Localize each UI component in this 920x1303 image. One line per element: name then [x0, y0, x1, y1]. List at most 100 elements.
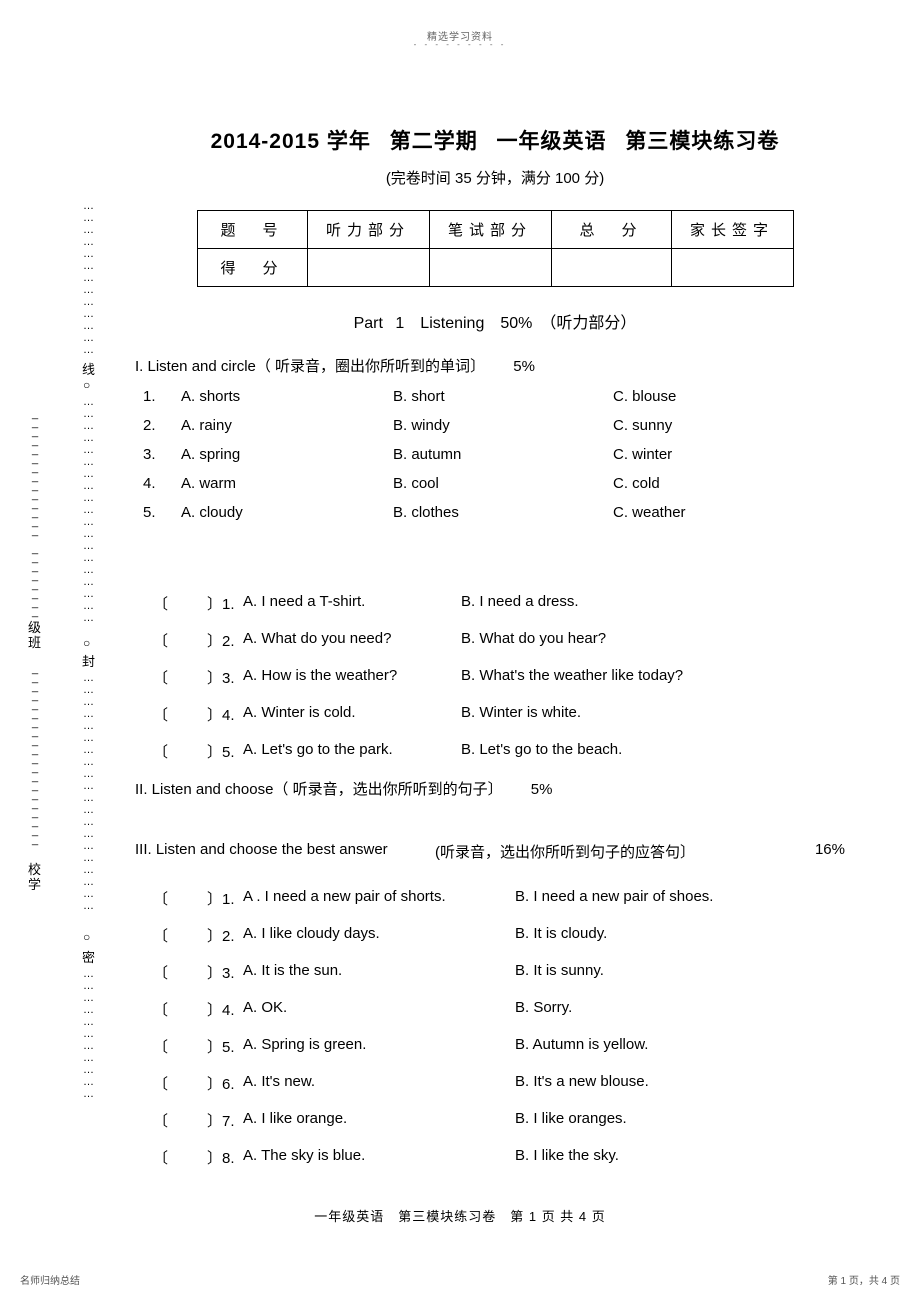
side-label-feng: 封 — [82, 654, 98, 669]
section1-heading-text: I. Listen and circle（ 听录音，圈出你所听到的单词〕 — [135, 358, 485, 375]
side-label-xian: 线 — [82, 362, 98, 377]
section1-heading-pct: 5% — [513, 358, 535, 375]
s2-a: A. I need a T-shirt. — [243, 593, 461, 614]
s2-num: 〕1. — [207, 593, 243, 614]
s2-row: 〔〕1.A. I need a T-shirt.B. I need a dres… — [135, 593, 855, 614]
title-seg3: 一年级英语 — [497, 130, 607, 153]
s1-b: B. windy — [393, 417, 613, 434]
bottom-left-text: 名师归纳总结 — [20, 1272, 80, 1287]
s1-a: A. spring — [181, 446, 393, 463]
page-footer: 一年级英语 第三模块练习卷 第 1 页 共 4 页 — [314, 1206, 606, 1225]
s1-num: 1. — [143, 388, 181, 405]
cell-r1c3: 笔试部分 — [429, 211, 551, 249]
s3-b: B. Sorry. — [515, 999, 855, 1020]
s3-b: B. I need a new pair of shoes. — [515, 888, 855, 909]
section2-heading-text: II. Listen and choose（ 听录音，选出你所听到的句子〕 — [135, 781, 503, 798]
s3-b: B. It's a new blouse. — [515, 1073, 855, 1094]
side-dots-col-3: …………………………………………………… — [83, 672, 93, 912]
cell-r2c5 — [671, 249, 793, 287]
bracket: 〔 — [153, 999, 207, 1020]
s3-row: 〔〕5.A. Spring is green.B. Autumn is yell… — [135, 1036, 855, 1057]
s3-b: B. It is cloudy. — [515, 925, 855, 946]
bracket: 〔 — [153, 1110, 207, 1131]
section1-heading: I. Listen and circle（ 听录音，圈出你所听到的单词〕 5% — [135, 355, 855, 376]
side-label-mi: 密 — [82, 950, 98, 965]
s1-c: C. winter — [613, 446, 753, 463]
s1-b: B. autumn — [393, 446, 613, 463]
s3-num: 〕8. — [207, 1147, 243, 1168]
bottom-right-text: 第 1 页，共 4 页 — [828, 1272, 900, 1287]
s2-a: A. Let's go to the park. — [243, 741, 461, 762]
s1-num: 3. — [143, 446, 181, 463]
s3-b: B. I like the sky. — [515, 1147, 855, 1168]
side-circle-3: ○ — [83, 930, 90, 944]
part1-header: Part 1 Listening 50% （听力部分） — [135, 309, 855, 333]
s1-row: 1.A. shortsB. shortC. blouse — [135, 388, 855, 405]
header-dots: - - - - - - - - - — [414, 40, 507, 49]
s2-row: 〔〕5.A. Let's go to the park.B. Let's go … — [135, 741, 855, 762]
s3-num: 〕3. — [207, 962, 243, 983]
s1-num: 5. — [143, 504, 181, 521]
section3-heading-pct: 16% — [735, 841, 855, 862]
s3-row: 〔〕2.A. I like cloudy days.B. It is cloud… — [135, 925, 855, 946]
s2-b: B. Let's go to the beach. — [461, 741, 855, 762]
title: 2014-2015 学年 第二学期 一年级英语 第三模块练习卷 — [135, 125, 855, 155]
bracket: 〔 — [153, 1147, 207, 1168]
s2-num: 〕2. — [207, 630, 243, 651]
side-dots-col-4: …………………………… — [83, 968, 93, 1100]
side-dots-col-1: ………………………………… — [83, 200, 93, 356]
section3-heading: III. Listen and choose the best answer (… — [135, 841, 855, 862]
s1-a: A. warm — [181, 475, 393, 492]
cell-r1c5: 家长签字 — [671, 211, 793, 249]
s3-num: 〕7. — [207, 1110, 243, 1131]
side-dashes-2: ____________________ — [30, 665, 40, 845]
s3-row: 〔〕3.A. It is the sun.B. It is sunny. — [135, 962, 855, 983]
s3-num: 〕6. — [207, 1073, 243, 1094]
s1-row: 3.A. springB. autumnC. winter — [135, 446, 855, 463]
cell-r2c3 — [429, 249, 551, 287]
cell-r1c1: 题 号 — [197, 211, 307, 249]
s3-row: 〔〕7.A. I like orange.B. I like oranges. — [135, 1110, 855, 1131]
bracket: 〔 — [153, 1073, 207, 1094]
side-label-xue: 校学 — [28, 862, 44, 892]
section2-heading-pct: 5% — [531, 781, 553, 798]
s2-row: 〔〕2.A. What do you need?B. What do you h… — [135, 630, 855, 651]
s1-c: C. sunny — [613, 417, 753, 434]
side-circle-1: ○ — [83, 378, 90, 392]
s3-num: 〕1. — [207, 888, 243, 909]
main-content: 2014-2015 学年 第二学期 一年级英语 第三模块练习卷 (完卷时间 35… — [135, 125, 855, 1184]
s3-row: 〔〕4.A. OK.B. Sorry. — [135, 999, 855, 1020]
s1-a: A. cloudy — [181, 504, 393, 521]
s3-b: B. Autumn is yellow. — [515, 1036, 855, 1057]
cell-r2c4 — [551, 249, 671, 287]
s2-b: B. What do you hear? — [461, 630, 855, 651]
bracket: 〔 — [153, 667, 207, 688]
s2-num: 〕4. — [207, 704, 243, 725]
s3-a: A . I need a new pair of shorts. — [243, 888, 515, 909]
s3-b: B. I like oranges. — [515, 1110, 855, 1131]
bracket: 〔 — [153, 925, 207, 946]
s2-row: 〔〕4.A. Winter is cold.B. Winter is white… — [135, 704, 855, 725]
s1-a: A. shorts — [181, 388, 393, 405]
s1-b: B. short — [393, 388, 613, 405]
side-label-ban: 级班 — [28, 620, 44, 650]
cell-r1c4: 总 分 — [551, 211, 671, 249]
title-seg2: 第二学期 — [390, 130, 478, 153]
s3-row: 〔〕8.A. The sky is blue.B. I like the sky… — [135, 1147, 855, 1168]
s2-num: 〕3. — [207, 667, 243, 688]
s3-a: A. It's new. — [243, 1073, 515, 1094]
s2-a: A. What do you need? — [243, 630, 461, 651]
cell-r1c2: 听力部分 — [307, 211, 429, 249]
s1-a: A. rainy — [181, 417, 393, 434]
s1-row: 2.A. rainyB. windyC. sunny — [135, 417, 855, 434]
s3-a: A. The sky is blue. — [243, 1147, 515, 1168]
s3-row: 〔〕1.A . I need a new pair of shorts.B. I… — [135, 888, 855, 909]
side-dots-col-2: ………………………………………………… — [83, 396, 93, 624]
s3-num: 〕4. — [207, 999, 243, 1020]
title-seg4: 第三模块练习卷 — [625, 130, 779, 153]
s3-a: A. I like cloudy days. — [243, 925, 515, 946]
section3-heading-b: (听录音，选出你所听到句子的应答句〕 — [435, 841, 735, 862]
s3-a: A. Spring is green. — [243, 1036, 515, 1057]
s3-a: A. It is the sun. — [243, 962, 515, 983]
s1-num: 2. — [143, 417, 181, 434]
